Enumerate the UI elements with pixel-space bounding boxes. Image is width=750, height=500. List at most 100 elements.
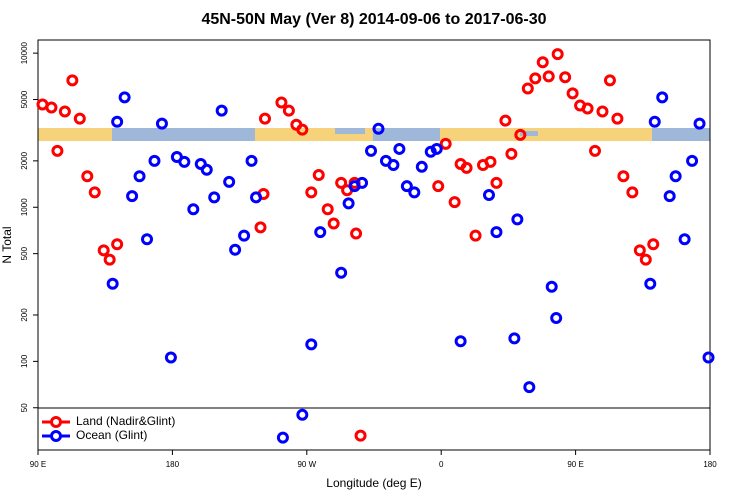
point (566, 87, 579, 100)
point (542, 70, 555, 83)
point (499, 114, 512, 127)
point (702, 351, 715, 364)
y-tick-label: 1000 (20, 198, 29, 216)
point (686, 154, 699, 167)
x-tick-label: 180 (703, 460, 717, 469)
point (178, 155, 191, 168)
point (514, 128, 527, 141)
point (148, 154, 161, 167)
point (126, 190, 139, 203)
point (88, 186, 101, 199)
point (648, 115, 661, 128)
point (250, 191, 263, 204)
point (551, 48, 564, 61)
plot-frame (37, 39, 711, 451)
point (164, 351, 177, 364)
point (550, 312, 563, 325)
y-tick-label: 5000 (20, 90, 29, 108)
point (647, 238, 660, 251)
point (296, 123, 309, 136)
legend-label: Land (Nadir&Glint) (76, 414, 175, 428)
x-tick-label: 90 W (297, 460, 316, 469)
point (511, 213, 524, 226)
y-tick-label: 2000 (20, 151, 29, 169)
point (454, 335, 467, 348)
point (200, 163, 213, 176)
y-tick-label: 100 (20, 354, 29, 368)
point (536, 56, 549, 69)
point (335, 176, 348, 189)
point (133, 170, 146, 183)
y-tick-label: 500 (20, 246, 29, 260)
x-axis-label: Longitude (deg E) (326, 476, 421, 490)
point (327, 217, 340, 230)
point (97, 244, 110, 257)
point (155, 117, 168, 130)
point (490, 226, 503, 239)
point (103, 253, 116, 266)
point (187, 203, 200, 216)
point (439, 137, 452, 150)
point (589, 144, 602, 157)
point (335, 266, 348, 279)
point (350, 227, 363, 240)
point (603, 74, 616, 87)
point (276, 431, 289, 444)
point (275, 96, 288, 109)
point (245, 154, 258, 167)
point (58, 105, 71, 118)
point (342, 197, 355, 210)
x-tick-label: 0 (439, 460, 444, 469)
point (111, 115, 124, 128)
point (633, 244, 646, 257)
point (372, 122, 385, 135)
legend-label: Ocean (Glint) (76, 428, 147, 442)
point (387, 159, 400, 172)
point (354, 429, 367, 442)
point (644, 277, 657, 290)
point (448, 196, 461, 209)
point (365, 144, 378, 157)
point (393, 142, 406, 155)
point (559, 71, 572, 84)
point (432, 180, 445, 193)
point (111, 238, 124, 251)
x-tick-label: 180 (166, 460, 180, 469)
point (81, 170, 94, 183)
point (521, 82, 534, 95)
point (611, 112, 624, 125)
point (106, 277, 119, 290)
y-axis-label: N Total (0, 226, 14, 263)
point (238, 229, 251, 242)
point (678, 233, 691, 246)
point (617, 170, 630, 183)
point (314, 226, 327, 239)
point (215, 104, 228, 117)
point (400, 180, 413, 193)
legend-marker (50, 416, 62, 428)
point (626, 186, 639, 199)
point (305, 186, 318, 199)
point (505, 147, 518, 160)
point (545, 280, 558, 293)
y-tick-label: 200 (20, 308, 29, 322)
x-tick-label: 90 E (567, 460, 583, 469)
point (296, 408, 309, 421)
point (194, 157, 207, 170)
point (141, 233, 154, 246)
point (596, 105, 609, 118)
point (321, 203, 334, 216)
point (669, 170, 682, 183)
point (581, 102, 594, 115)
legend: Land (Nadir&Glint)Ocean (Glint) (38, 407, 710, 442)
point (312, 168, 325, 181)
point (51, 144, 64, 157)
y-tick-label: 50 (20, 403, 29, 412)
point (482, 189, 495, 202)
point (229, 243, 242, 256)
world-map-strip (38, 128, 710, 141)
y-tick-label: 10000 (20, 41, 29, 64)
point (430, 142, 443, 155)
point (305, 338, 318, 351)
point (223, 175, 236, 188)
